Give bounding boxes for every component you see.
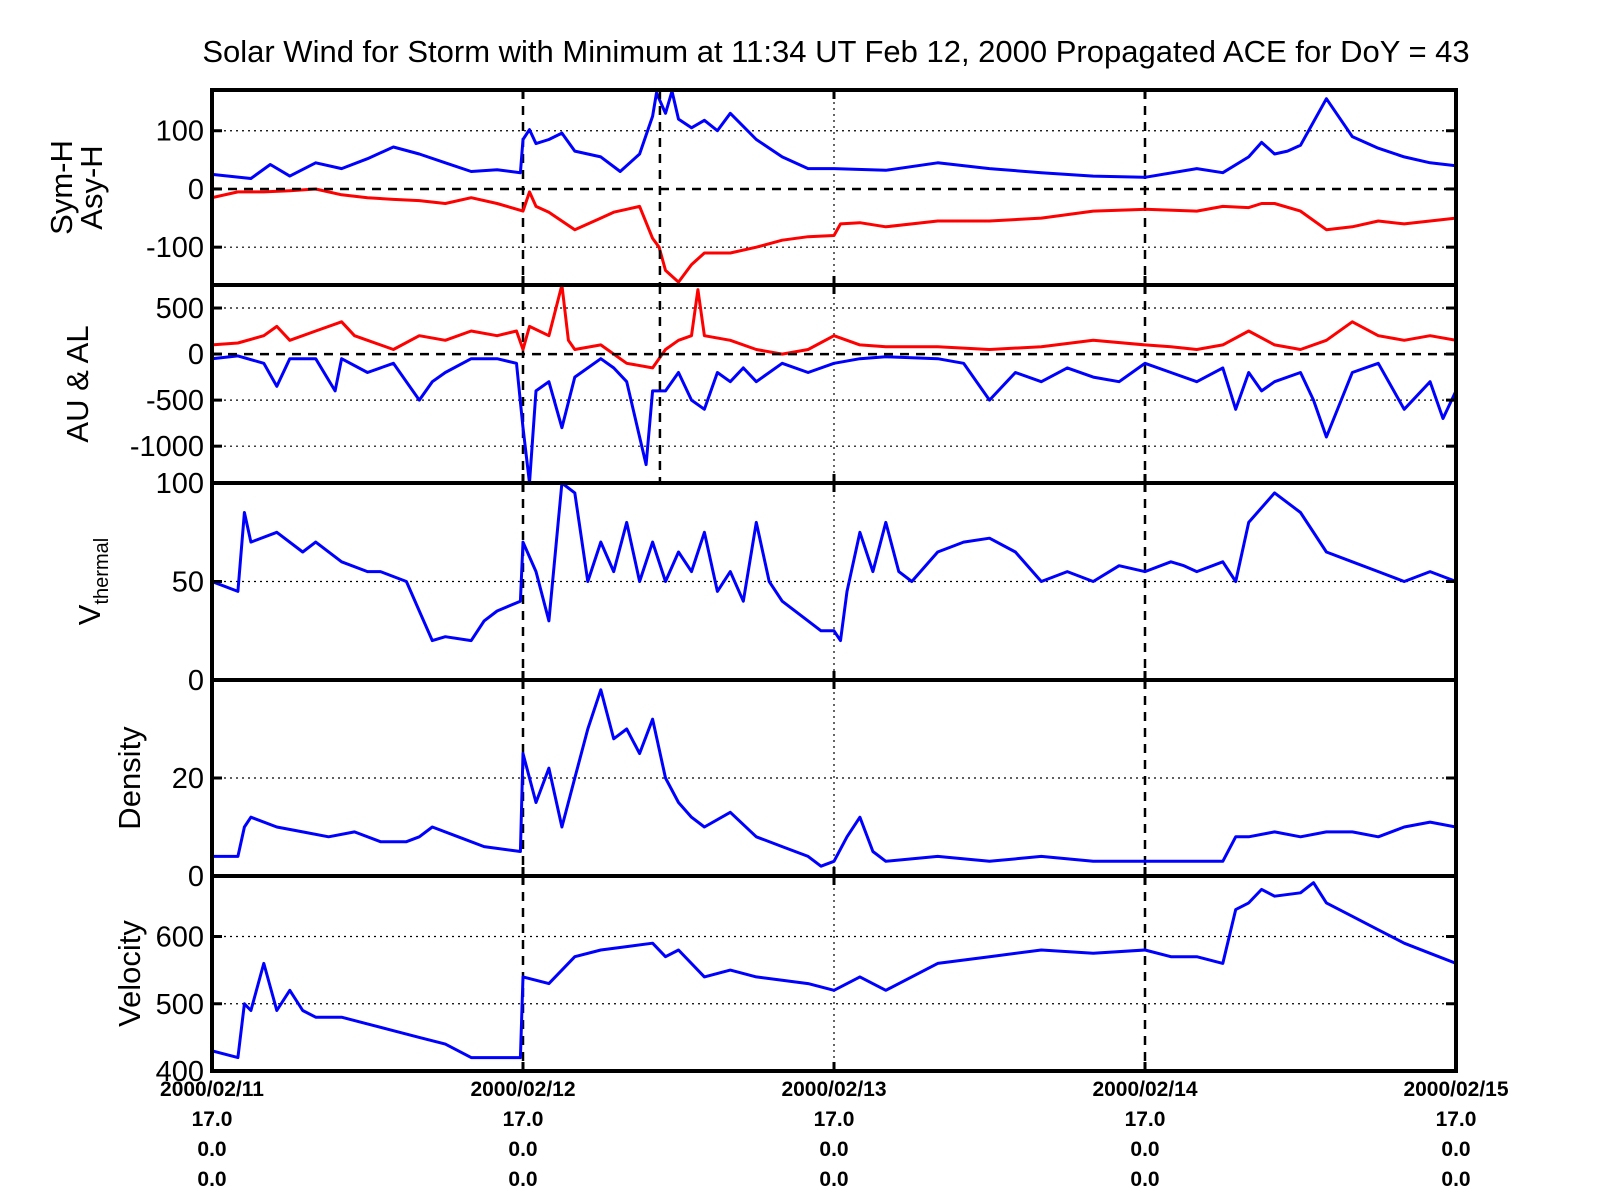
panel-velocity: 400 500 600 Velocity: [112, 874, 1458, 1088]
y-tick-label: 20: [172, 763, 204, 795]
y-tick-label: 100: [156, 116, 204, 148]
x-tick-label: 0.0: [197, 1138, 226, 1161]
chart-title: Solar Wind for Storm with Minimum at 11:…: [202, 34, 1469, 69]
y-tick-label: -1000: [130, 431, 204, 463]
x-tick-label: 0.0: [1441, 1138, 1470, 1161]
y-tick-label: 500: [156, 989, 204, 1021]
x-tick-label: 2000/02/11: [160, 1078, 264, 1101]
x-tick-label: 0.0: [508, 1138, 537, 1161]
y-tick-label: 400: [156, 1056, 204, 1088]
x-tick-label: 17.0: [192, 1108, 233, 1131]
y-tick-label: 0: [188, 339, 204, 371]
y-axis-label: AU & AL: [60, 325, 95, 442]
y-axis-label: Velocity: [112, 920, 147, 1027]
x-tick-label: 17.0: [503, 1108, 544, 1131]
x-tick-label: 0.0: [1130, 1138, 1159, 1161]
x-tick-label: 0.0: [819, 1168, 848, 1191]
series-line-density-0: [212, 688, 1456, 868]
series-line-aual-0: [212, 285, 1456, 370]
x-tick-label: 0.0: [508, 1168, 537, 1191]
x-tick-label: 0.0: [1130, 1168, 1159, 1191]
series-line-vthermal-0: [212, 483, 1456, 643]
x-tick-label: 0.0: [197, 1168, 226, 1191]
gridlines-symh: [212, 90, 1456, 285]
series-line-aual-1: [212, 354, 1456, 483]
y-tick-label: 600: [156, 922, 204, 954]
x-tick-label: 2000/02/14: [1092, 1078, 1197, 1101]
x-tick-label: 0.0: [819, 1138, 848, 1161]
y-tick-label: 0: [188, 665, 204, 697]
x-tick-label: 2000/02/13: [781, 1078, 886, 1101]
x-tick-label: 17.0: [814, 1108, 855, 1131]
y-tick-label: 50: [172, 567, 204, 599]
y-tick-label: -100: [146, 232, 204, 264]
gridlines-velocity: [212, 876, 1456, 1071]
gridlines-aual: [212, 285, 1456, 483]
y-axis-label: Density: [112, 726, 147, 830]
y-axis-label: Sym-H: [44, 140, 79, 235]
x-tick-label: 17.0: [1436, 1108, 1477, 1131]
y-tick-label: 0: [188, 174, 204, 206]
x-tick-label: 0.0: [1441, 1168, 1470, 1191]
series-line-symh-1: [212, 187, 1456, 284]
x-tick-label: 2000/02/15: [1403, 1078, 1508, 1101]
gridlines-vthermal: [212, 483, 1456, 680]
panel-aual: -1000 -500 0 500 AU & AL: [60, 283, 1458, 485]
x-tick-label: 2000/02/12: [470, 1078, 575, 1101]
series-line-symh-0: [212, 90, 1456, 180]
series-line-velocity-0: [212, 881, 1456, 1060]
y-tick-label: -500: [146, 385, 204, 417]
y-tick-label: 500: [156, 293, 204, 325]
y-axis-label: Asy-H: [74, 145, 109, 229]
y-tick-label: 100: [156, 468, 204, 500]
x-tick-label: 17.0: [1125, 1108, 1166, 1131]
y-tick-label: 0: [188, 861, 204, 893]
x-axis-labels: 2000/02/11 17.0 0.0 0.0 2000/02/12 17.0 0.0 0.0…: [160, 1078, 1509, 1191]
